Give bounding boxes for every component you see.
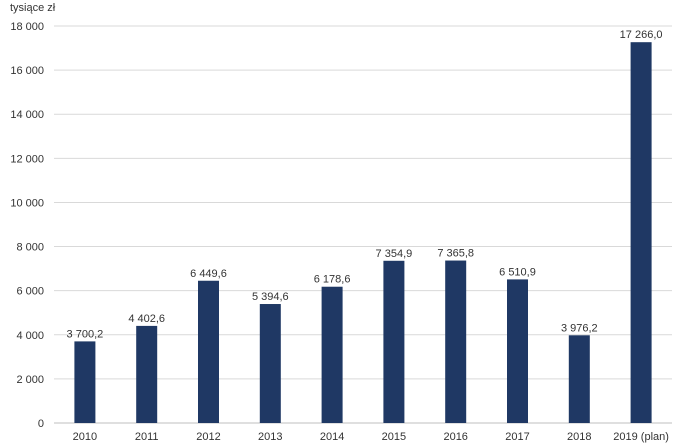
bar-value-label: 17 266,0	[620, 29, 663, 41]
x-tick-label: 2010	[73, 431, 97, 443]
x-tick-label: 2016	[443, 431, 467, 443]
bar-value-label: 6 178,6	[314, 274, 351, 286]
bar-value-label: 5 394,6	[252, 291, 289, 303]
x-axis-ticks: 2010 2011 2012 2013 2014 2015 2016 2017 2018 2019…	[73, 431, 669, 443]
bars	[74, 42, 652, 423]
bar-value-label: 7 365,8	[437, 248, 474, 260]
value-labels: 3 700,2 4 402,6 6 449,6 5 394,6 6 178,6 7 354…	[67, 29, 663, 340]
bar-value-label: 6 449,6	[190, 268, 227, 280]
bar	[198, 280, 219, 423]
x-tick-label: 2017	[505, 431, 529, 443]
bar	[136, 325, 158, 423]
y-tick-label: 8 000	[16, 242, 44, 254]
bar-value-label: 3 976,2	[561, 322, 598, 334]
x-tick-label: 2014	[320, 431, 344, 443]
bar-value-label: 6 510,9	[499, 266, 536, 278]
y-axis-ticks: 0 2 000 4 000 6 000 8 000 10 000 12 000 14 000 1…	[10, 21, 44, 430]
y-tick-label: 4 000	[16, 330, 44, 342]
bar-value-label: 3 700,2	[67, 328, 104, 340]
bar	[383, 260, 405, 423]
bar-value-label: 4 402,6	[128, 313, 165, 325]
y-tick-label: 10 000	[10, 197, 44, 209]
bar	[568, 335, 590, 423]
bar	[507, 279, 528, 423]
y-tick-label: 12 000	[10, 153, 44, 165]
y-tick-label: 2 000	[16, 374, 44, 386]
x-tick-label: 2018	[567, 431, 591, 443]
bar	[630, 42, 652, 423]
x-tick-label: 2015	[382, 431, 406, 443]
bar	[321, 286, 343, 423]
y-tick-label: 18 000	[10, 21, 44, 33]
y-axis-unit-label: tysiące zł	[10, 2, 56, 14]
bar	[74, 341, 96, 423]
gridlines	[54, 25, 672, 424]
bar-value-label: 7 354,9	[376, 248, 413, 260]
x-tick-label: 2019 (plan)	[613, 431, 669, 443]
bar	[259, 304, 281, 423]
y-tick-label: 14 000	[10, 109, 44, 121]
y-tick-label: 6 000	[16, 286, 44, 298]
y-tick-label: 16 000	[10, 65, 44, 77]
x-tick-label: 2012	[196, 431, 220, 443]
bar	[445, 260, 467, 423]
x-tick-label: 2013	[258, 431, 282, 443]
y-tick-label: 0	[38, 418, 44, 430]
x-tick-label: 2011	[135, 431, 159, 443]
